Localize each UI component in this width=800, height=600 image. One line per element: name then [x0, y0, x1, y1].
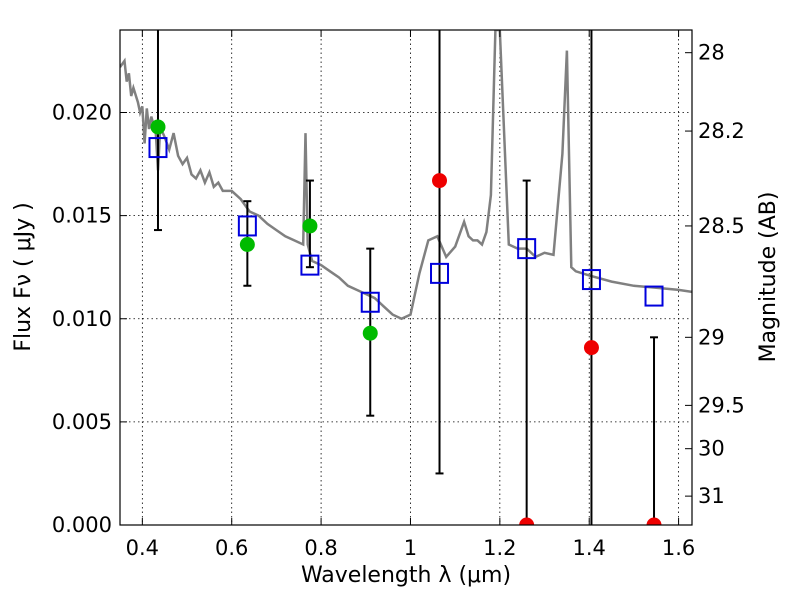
- model-flux-square: [148, 137, 168, 159]
- model-flux-square: [300, 254, 320, 276]
- detection-point: [150, 119, 166, 135]
- y-tick-label: 0.005: [52, 410, 112, 434]
- x-axis-label: Wavelength λ (μm): [301, 563, 511, 588]
- model-flux-markers: [148, 137, 664, 313]
- x-tick-label: 1.4: [573, 536, 606, 560]
- y-tick-label: 0.020: [52, 101, 112, 125]
- grid-lines: [120, 30, 692, 525]
- model-flux-square: [237, 215, 257, 237]
- plot-area: [120, 30, 692, 525]
- right-tick-label: 29.5: [698, 393, 745, 417]
- detection-point: [239, 237, 255, 252]
- model-sed-line: [120, 30, 692, 321]
- y-axis-label: Flux Fν ( μJy ): [11, 202, 36, 351]
- x-tick-label: 0.8: [304, 536, 337, 560]
- detection-point: [302, 218, 318, 234]
- right-axis-label: Magnitude (AB): [756, 192, 781, 363]
- non-detection-markers: [432, 173, 662, 525]
- y-tick-label: 0.000: [52, 513, 112, 537]
- non-detection-point: [519, 517, 535, 525]
- detection-point: [362, 325, 378, 341]
- y-axis-ticks: 0.000 0.005 0.010 0.015 0.020: [52, 101, 127, 537]
- plot-frame: [119, 29, 693, 526]
- model-flux-square: [517, 238, 537, 260]
- model-flux-square: [644, 285, 664, 307]
- right-axis-ticks: 28 28.2 28.5 29 29.5 30 31: [685, 41, 745, 508]
- model-flux-square: [581, 269, 601, 291]
- right-tick-label: 28.5: [698, 214, 745, 238]
- error-bars: [153, 30, 659, 525]
- y-tick-label: 0.015: [52, 204, 112, 228]
- non-detection-point: [583, 340, 599, 356]
- x-tick-label: 1.6: [662, 536, 695, 560]
- x-tick-label: 0.4: [126, 536, 159, 560]
- detection-markers: [150, 119, 378, 341]
- right-tick-label: 29: [698, 325, 725, 349]
- x-tick-label: 1.2: [483, 536, 516, 560]
- x-tick-label: 1: [404, 536, 417, 560]
- right-tick-label: 28.2: [698, 119, 745, 143]
- right-tick-label: 31: [698, 484, 725, 508]
- right-tick-label: 30: [698, 437, 725, 461]
- x-tick-label: 0.6: [215, 536, 248, 560]
- model-flux-square: [360, 291, 380, 313]
- x-axis-ticks: 0.4 0.6 0.8 1 1.2 1.4 1.6: [126, 30, 695, 560]
- model-flux-square: [430, 262, 450, 284]
- non-detection-point: [646, 517, 662, 525]
- right-tick-label: 28: [698, 41, 725, 65]
- y-tick-label: 0.010: [52, 307, 112, 331]
- non-detection-point: [432, 173, 448, 189]
